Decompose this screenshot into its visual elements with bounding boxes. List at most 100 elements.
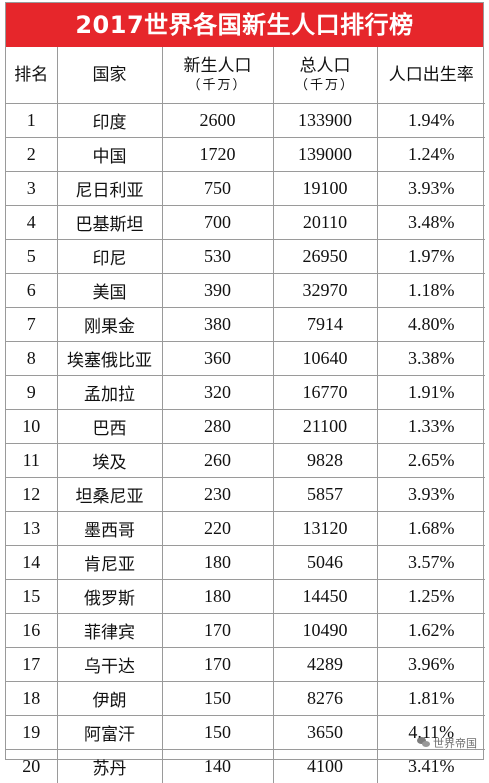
births-cell: 390 (162, 274, 273, 308)
country-cell: 苏丹 (57, 750, 162, 783)
births-cell: 750 (162, 172, 273, 206)
birth-rate-cell: 3.96% (377, 648, 485, 682)
rank-cell: 1 (6, 104, 57, 138)
header-population-label: 总人口 (300, 56, 351, 76)
country-cell: 埃及 (57, 444, 162, 478)
birth-rate-cell: 3.57% (377, 546, 485, 580)
population-cell: 19100 (273, 172, 377, 206)
population-cell: 32970 (273, 274, 377, 308)
population-cell: 139000 (273, 138, 377, 172)
birth-rate-cell: 1.68% (377, 512, 485, 546)
birth-rate-cell: 3.48% (377, 206, 485, 240)
births-cell: 380 (162, 308, 273, 342)
birth-rate-cell: 1.18% (377, 274, 485, 308)
birth-rate-cell: 1.33% (377, 410, 485, 444)
birth-rate-cell: 1.97% (377, 240, 485, 274)
births-cell: 140 (162, 750, 273, 783)
country-cell: 墨西哥 (57, 512, 162, 546)
population-cell: 13120 (273, 512, 377, 546)
births-cell: 260 (162, 444, 273, 478)
rank-cell: 17 (6, 648, 57, 682)
country-cell: 中国 (57, 138, 162, 172)
rank-cell: 12 (6, 478, 57, 512)
country-cell: 孟加拉 (57, 376, 162, 410)
header-country: 国家 (57, 47, 162, 104)
population-cell: 9828 (273, 444, 377, 478)
population-cell: 5046 (273, 546, 377, 580)
population-cell: 3650 (273, 716, 377, 750)
rank-cell: 5 (6, 240, 57, 274)
births-cell: 2600 (162, 104, 273, 138)
birth-rate-cell: 3.93% (377, 478, 485, 512)
population-cell: 26950 (273, 240, 377, 274)
rank-cell: 10 (6, 410, 57, 444)
population-cell: 8276 (273, 682, 377, 716)
rank-cell: 6 (6, 274, 57, 308)
births-cell: 150 (162, 682, 273, 716)
country-cell: 肯尼亚 (57, 546, 162, 580)
country-cell: 美国 (57, 274, 162, 308)
header-births-unit: （千万） (163, 77, 273, 94)
country-cell: 菲律宾 (57, 614, 162, 648)
ranking-table-card: 2017世界各国新生人口排行榜 排名 国家 新生人口 （千万） 总人口 （千万）… (5, 2, 484, 760)
country-cell: 埃塞俄比亚 (57, 342, 162, 376)
births-cell: 180 (162, 546, 273, 580)
births-cell: 170 (162, 614, 273, 648)
births-cell: 150 (162, 716, 273, 750)
population-cell: 21100 (273, 410, 377, 444)
population-cell: 4289 (273, 648, 377, 682)
rank-cell: 20 (6, 750, 57, 783)
birth-rate-cell: 3.93% (377, 172, 485, 206)
country-cell: 阿富汗 (57, 716, 162, 750)
rank-cell: 15 (6, 580, 57, 614)
rank-cell: 9 (6, 376, 57, 410)
births-cell: 320 (162, 376, 273, 410)
birth-rate-cell: 4.80% (377, 308, 485, 342)
table-title: 2017世界各国新生人口排行榜 (6, 3, 483, 47)
rank-cell: 7 (6, 308, 57, 342)
rank-cell: 14 (6, 546, 57, 580)
population-cell: 7914 (273, 308, 377, 342)
population-cell: 5857 (273, 478, 377, 512)
birth-rate-cell: 3.41% (377, 750, 485, 783)
birth-rate-cell: 1.81% (377, 682, 485, 716)
header-births-label: 新生人口 (184, 56, 252, 76)
country-cell: 巴西 (57, 410, 162, 444)
population-cell: 16770 (273, 376, 377, 410)
birth-rate-cell: 2.65% (377, 444, 485, 478)
rank-cell: 2 (6, 138, 57, 172)
rank-cell: 3 (6, 172, 57, 206)
births-cell: 1720 (162, 138, 273, 172)
header-population: 总人口 （千万） (273, 47, 377, 104)
birth-rate-cell: 1.62% (377, 614, 485, 648)
watermark: 世界帝国 (417, 735, 477, 751)
header-rank: 排名 (6, 47, 57, 104)
country-cell: 尼日利亚 (57, 172, 162, 206)
header-birth-rate: 人口出生率 (377, 47, 485, 104)
country-cell: 伊朗 (57, 682, 162, 716)
country-cell: 刚果金 (57, 308, 162, 342)
header-row: 排名 国家 新生人口 （千万） 总人口 （千万） 人口出生率 (6, 47, 485, 104)
country-cell: 坦桑尼亚 (57, 478, 162, 512)
header-births: 新生人口 （千万） (162, 47, 273, 104)
country-cell: 印尼 (57, 240, 162, 274)
wechat-icon (417, 737, 431, 748)
rank-cell: 16 (6, 614, 57, 648)
population-cell: 14450 (273, 580, 377, 614)
